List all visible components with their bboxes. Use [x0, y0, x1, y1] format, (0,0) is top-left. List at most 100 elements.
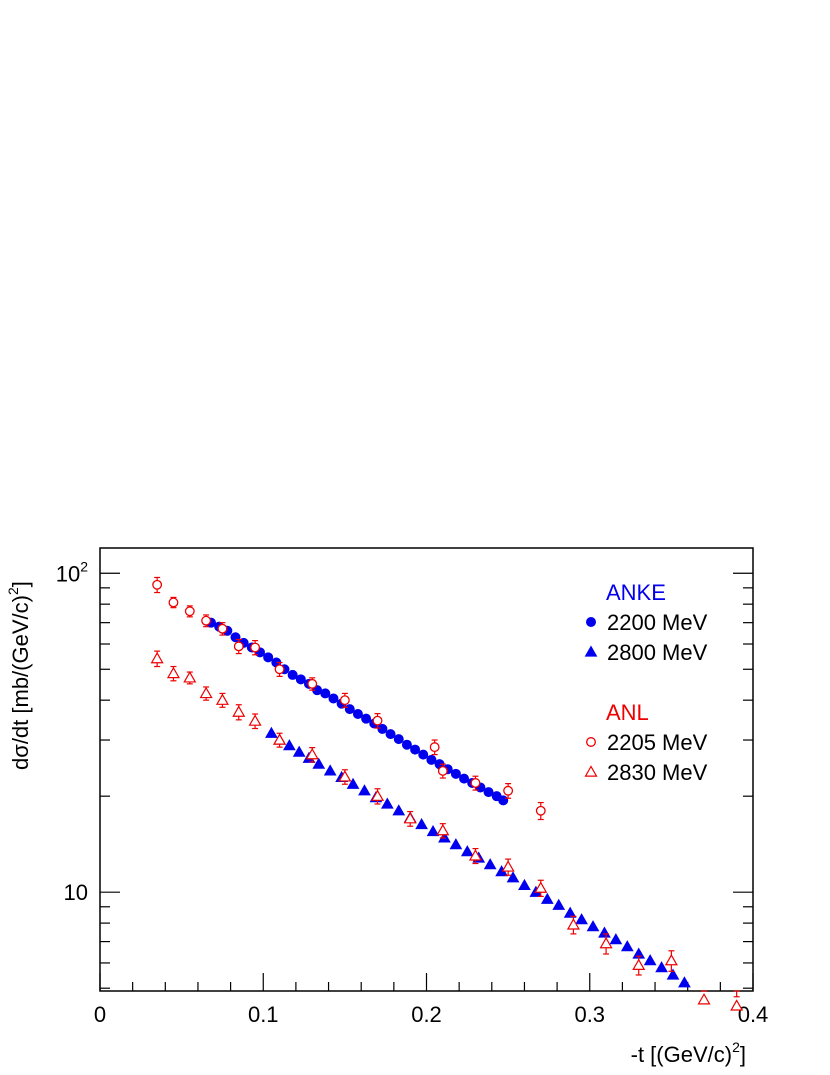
data-point: [460, 845, 474, 857]
data-point: [403, 811, 417, 824]
data-point: [338, 770, 352, 782]
data-point: [283, 739, 296, 751]
data-point: [459, 773, 470, 784]
legend-entry-label: 2800 MeV: [607, 640, 708, 665]
data-point: [697, 993, 711, 1005]
data-point: [352, 708, 363, 719]
x-tick-label: 0.2: [411, 1002, 442, 1027]
legend-entry-label: 2205 MeV: [607, 730, 708, 755]
x-axis: 0 0.1 0.2 0.3 0.4: [94, 973, 768, 1027]
data-point: [273, 733, 287, 745]
data-point: [401, 739, 412, 750]
data-point: [307, 678, 318, 689]
data-point: [575, 913, 588, 925]
data-point: [449, 838, 463, 850]
data-point: [468, 849, 483, 861]
data-point: [292, 745, 306, 757]
data-point: [346, 777, 360, 789]
y-tick-label: 102: [56, 558, 88, 586]
data-point: [150, 651, 164, 664]
legend-entry-label: 2830 MeV: [607, 760, 708, 785]
data-point: [233, 641, 244, 652]
data-point: [620, 940, 634, 952]
data-point: [438, 831, 451, 843]
data-point: [250, 642, 261, 653]
data-point: [535, 805, 546, 816]
data-point: [361, 713, 372, 724]
data-point: [501, 860, 515, 872]
data-point: [392, 804, 406, 816]
data-point: [678, 976, 691, 988]
legend: ANKE 2200 MeV 2800 MeV ANL 2205 MeV 2830 MeV: [584, 580, 708, 785]
data-point: [393, 734, 404, 745]
data-point: [470, 778, 481, 788]
data-point: [632, 958, 646, 971]
legend-marker: [586, 617, 596, 627]
data-point: [263, 652, 274, 663]
legend-marker: [584, 765, 598, 777]
y-axis-label: dσ/dt [mb/(GeV/c)2]: [5, 581, 33, 770]
x-tick-label: 0.3: [574, 1002, 605, 1027]
data-point: [450, 768, 461, 779]
data-point: [483, 858, 497, 870]
legend-group-title: ANL: [606, 700, 649, 725]
data-point: [372, 715, 383, 726]
legend-group-title: ANKE: [606, 580, 666, 605]
data-point: [385, 729, 396, 740]
data-point: [540, 892, 554, 904]
data-point: [609, 933, 623, 945]
data-point: [344, 704, 355, 715]
data-point: [312, 757, 326, 769]
data-point: [166, 666, 180, 679]
data-point: [598, 926, 611, 938]
data-point: [217, 623, 228, 634]
data-point: [534, 881, 548, 893]
data-point: [664, 953, 678, 966]
series-2200-mev: [206, 617, 509, 806]
data-point: [339, 695, 350, 706]
data-point: [503, 785, 514, 796]
data-point: [552, 898, 566, 910]
data-point: [265, 726, 278, 738]
data-point: [518, 878, 531, 891]
data-point: [730, 999, 744, 1011]
data-point: [320, 688, 331, 699]
y-tick-label: 10: [64, 880, 88, 905]
data-point: [370, 789, 385, 801]
legend-marker: [586, 737, 596, 747]
data-point: [415, 818, 428, 830]
data-point: [436, 823, 450, 836]
data-point: [201, 615, 212, 626]
data-point: [418, 749, 429, 760]
x-axis-label: -t [(GeV/c)2]: [631, 1039, 746, 1067]
data-point: [655, 961, 668, 973]
data-point: [328, 693, 339, 704]
data-point: [274, 664, 285, 675]
data-point: [483, 787, 494, 798]
data-point: [666, 968, 680, 980]
data-point: [599, 936, 613, 949]
data-point: [643, 954, 657, 966]
x-tick-label: 0.4: [738, 1002, 769, 1027]
data-point: [426, 754, 437, 765]
data-point: [287, 669, 298, 680]
data-point: [248, 714, 262, 726]
data-point: [566, 918, 580, 930]
x-tick-label: 0.1: [248, 1002, 279, 1027]
data-point: [498, 795, 509, 806]
data-point: [429, 742, 440, 753]
legend-entry-label: 2200 MeV: [607, 610, 708, 635]
series-2205-mev: [152, 576, 546, 821]
data-point: [152, 579, 163, 590]
data-point: [437, 765, 448, 776]
data-point: [183, 671, 197, 683]
data-point: [586, 920, 600, 932]
data-point: [426, 824, 440, 837]
data-point: [506, 871, 520, 883]
data-point: [380, 797, 394, 809]
data-point: [358, 784, 371, 796]
x-tick-label: 0: [94, 1002, 106, 1027]
data-point: [305, 747, 319, 760]
